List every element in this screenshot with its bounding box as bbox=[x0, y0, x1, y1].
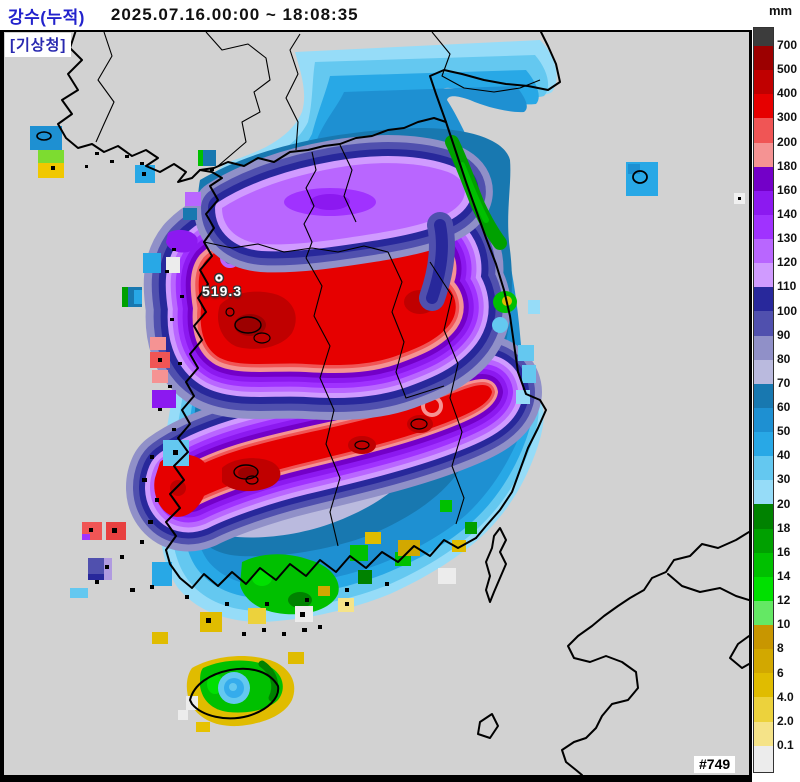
rain-band-south bbox=[154, 385, 492, 517]
header: 강수(누적) 2025.07.16.00:00 ~ 18:08:35 bbox=[0, 0, 800, 30]
colorbar-segment bbox=[754, 166, 773, 191]
colorbar-tick-label: 8 bbox=[777, 641, 784, 656]
colorbar-segment bbox=[754, 28, 773, 46]
colorbar-segment bbox=[754, 383, 773, 408]
colorbar-tick-label: 140 bbox=[777, 206, 798, 221]
colorbar-tick-label: 300 bbox=[777, 110, 798, 125]
colorbar-tick-label: 400 bbox=[777, 86, 798, 101]
colorbar-segment bbox=[754, 287, 773, 312]
colorbar-tick-label: 110 bbox=[777, 279, 797, 294]
offshore-cells bbox=[30, 126, 745, 598]
colorbar-segment bbox=[754, 214, 773, 239]
colorbar-segment bbox=[754, 311, 773, 336]
colorbar-tick-label: 200 bbox=[777, 134, 798, 149]
colorbar-tick-label: 80 bbox=[777, 351, 791, 366]
max-precip-marker bbox=[213, 272, 225, 284]
timestamp-range: 2025.07.16.00:00 ~ 18:08:35 bbox=[110, 5, 359, 24]
agency-badge: [기상청] bbox=[5, 33, 72, 57]
colorbar-segment bbox=[754, 118, 773, 143]
colorbar-segment bbox=[754, 721, 773, 746]
colorbar-tick-label: 500 bbox=[777, 62, 798, 77]
colorbar-segment bbox=[754, 697, 773, 722]
rain-low-coastal bbox=[152, 135, 517, 644]
colorbar-tick-label: 180 bbox=[777, 158, 798, 173]
precipitation-map bbox=[4, 32, 749, 775]
colorbar-segment bbox=[754, 70, 773, 95]
map-frame-border bbox=[749, 30, 752, 776]
frame-number: #749 bbox=[694, 756, 736, 773]
colorbar-gradient bbox=[753, 27, 774, 773]
colorbar-tick-label: 90 bbox=[777, 327, 791, 342]
colorbar-segment bbox=[754, 46, 773, 71]
colorbar-segment bbox=[754, 190, 773, 215]
colorbar-segment bbox=[754, 456, 773, 481]
colorbar-tick-label: 12 bbox=[777, 593, 791, 608]
colorbar-tick-label: 20 bbox=[777, 496, 791, 511]
colorbar-segment bbox=[754, 239, 773, 264]
colorbar-segment bbox=[754, 359, 773, 384]
colorbar-tick-label: 60 bbox=[777, 400, 791, 415]
product-title: 강수(누적) bbox=[8, 7, 85, 27]
colorbar-segment bbox=[754, 673, 773, 698]
colorbar-tick-label: 16 bbox=[777, 544, 791, 559]
colorbar-segment bbox=[754, 528, 773, 553]
colorbar-segment bbox=[754, 432, 773, 457]
precip-colorbar: mm 700 500 400 300 200 180 160 140 130 120 110 100 9… bbox=[752, 0, 800, 782]
colorbar-segment bbox=[754, 625, 773, 650]
colorbar-segment bbox=[754, 600, 773, 625]
jeju-rain bbox=[178, 652, 304, 732]
colorbar-segment bbox=[754, 263, 773, 288]
colorbar-segment bbox=[754, 552, 773, 577]
colorbar-segment bbox=[754, 407, 773, 432]
colorbar-segment bbox=[754, 745, 773, 772]
rain-band-north bbox=[222, 163, 465, 311]
map-frame-border bbox=[0, 30, 4, 776]
colorbar-segment bbox=[754, 142, 773, 167]
colorbar-tick-label: 130 bbox=[777, 231, 798, 246]
colorbar-tick-label: 700 bbox=[777, 38, 798, 52]
colorbar-tick-label: 160 bbox=[777, 182, 798, 197]
colorbar-segment bbox=[754, 94, 773, 119]
colorbar-tick-label: 120 bbox=[777, 255, 798, 270]
colorbar-tick-label: 10 bbox=[777, 617, 791, 632]
max-precip-label: 519.3 bbox=[202, 283, 243, 299]
colorbar-segment bbox=[754, 576, 773, 601]
colorbar-tick-label: 40 bbox=[777, 448, 791, 463]
map-area[interactable]: [기상청] 519.3 #749 bbox=[4, 32, 749, 775]
colorbar-tick-label: 6 bbox=[777, 665, 784, 680]
colorbar-unit-label: mm bbox=[769, 3, 793, 18]
coastlines bbox=[57, 32, 749, 775]
colorbar-tick-label: 4.0 bbox=[777, 689, 794, 704]
map-frame-border bbox=[0, 775, 775, 782]
colorbar-tick-label: 100 bbox=[777, 303, 798, 318]
colorbar-segment bbox=[754, 504, 773, 529]
colorbar-tick-label: 14 bbox=[777, 569, 791, 584]
colorbar-segment bbox=[754, 335, 773, 360]
colorbar-segment bbox=[754, 649, 773, 674]
colorbar-tick-label: 70 bbox=[777, 375, 791, 390]
island-dots bbox=[85, 152, 389, 636]
colorbar-tick-label: 0.1 bbox=[777, 738, 794, 752]
map-frame-border bbox=[0, 30, 752, 32]
colorbar-tick-label: 2.0 bbox=[777, 713, 794, 728]
province-borders bbox=[95, 32, 541, 547]
colorbar-tick-label: 30 bbox=[777, 472, 791, 487]
colorbar-tick-label: 50 bbox=[777, 424, 791, 439]
colorbar-segment bbox=[754, 480, 773, 505]
colorbar-tick-label: 18 bbox=[777, 520, 791, 535]
